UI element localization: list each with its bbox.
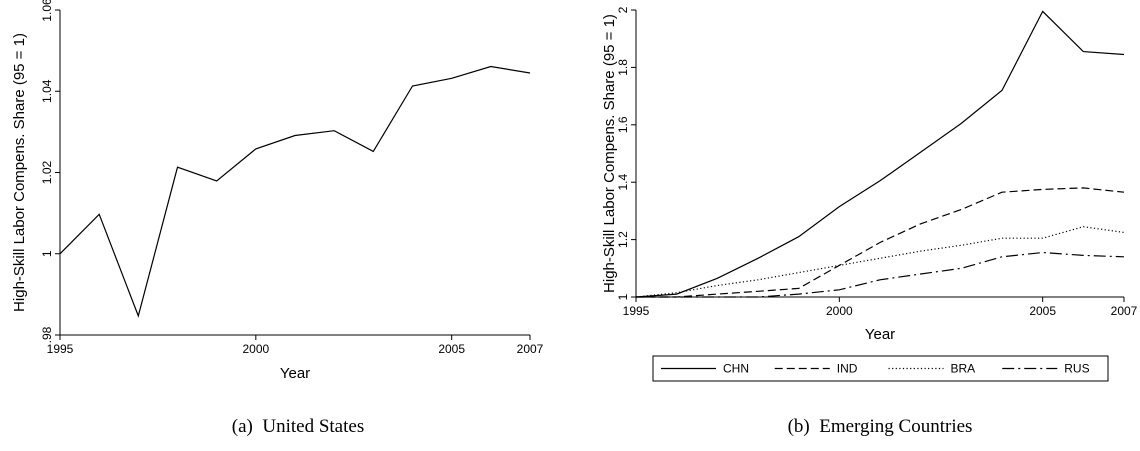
panel-b-x-axis-label: Year [865, 326, 895, 343]
y-tick-label: .98 [40, 326, 54, 343]
y-tick-label: 1 [40, 250, 54, 257]
legend-label-chn: CHN [723, 362, 749, 376]
panel-a-series [59, 65, 531, 318]
x-tick-label: 1995 [623, 304, 650, 318]
y-tick-label: 1.8 [616, 59, 630, 76]
legend-label-bra: BRA [951, 362, 976, 376]
series-line-ind [636, 187, 1125, 298]
panel-united-states: .98 1 1.02 1.04 1.06 1995 2000 2005 2007 Year H… [11, 0, 544, 437]
panel-b-axes [635, 10, 1124, 298]
y-tick-label: 1.06 [40, 0, 54, 22]
series-line-chn [635, 10, 1125, 298]
panel-emerging-countries: 1 1.2 1.4 1.6 1.8 2 1995 2000 2005 2007 Year Hig… [601, 6, 1138, 437]
x-tick-label: 2000 [242, 342, 269, 356]
panel-b-x-ticks: 1995 2000 2005 2007 [623, 297, 1138, 318]
y-tick-label: 1.4 [616, 174, 630, 191]
y-tick-label: 1 [616, 293, 630, 300]
legend-label-ind: IND [837, 362, 858, 376]
panel-a-axes [59, 10, 530, 336]
y-tick-label: 2 [616, 6, 630, 13]
y-tick-label: 1.02 [40, 160, 54, 184]
panel-b-y-ticks: 1 1.2 1.4 1.6 1.8 2 [616, 6, 636, 300]
panel-b-legend: CHN IND BRA RUS [652, 355, 1109, 382]
y-tick-label: 1.04 [40, 79, 54, 103]
series-line [59, 65, 531, 318]
panel-a-caption: (a) United States [232, 416, 364, 437]
series-line-bra [635, 226, 1125, 298]
x-tick-label: 2005 [438, 342, 465, 356]
panel-a-y-axis-label: High-Skill Labor Compens. Share (95 = 1) [11, 33, 28, 312]
panel-b-caption: (b) Emerging Countries [788, 416, 973, 437]
panel-a-x-ticks: 1995 2000 2005 2007 [47, 335, 544, 356]
y-tick-label: 1.6 [616, 116, 630, 133]
y-tick-label: 1.2 [616, 231, 630, 248]
x-tick-label: 2005 [1029, 304, 1056, 318]
x-tick-label: 2007 [517, 342, 544, 356]
panel-b-y-axis-label: High-Skill Labor Compens. Share (95 = 1) [601, 14, 618, 293]
legend-box [652, 355, 1109, 382]
series-line-rus [636, 251, 1125, 298]
panel-b-series [635, 10, 1125, 298]
x-tick-label: 1995 [47, 342, 74, 356]
legend-label-rus: RUS [1064, 362, 1089, 376]
panel-a-x-axis-label: Year [280, 365, 310, 382]
panel-a-y-ticks: .98 1 1.02 1.04 1.06 [40, 0, 60, 343]
x-tick-label: 2007 [1111, 304, 1138, 318]
x-tick-label: 2000 [826, 304, 853, 318]
